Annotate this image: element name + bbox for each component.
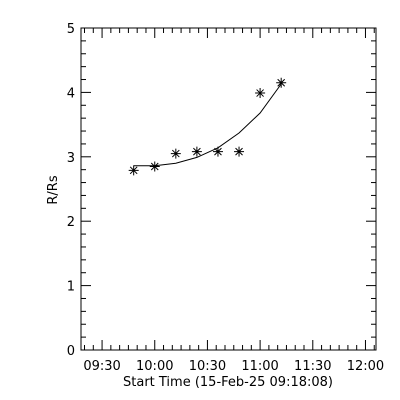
data-point-marker — [170, 148, 181, 159]
fit-curve — [133, 83, 282, 167]
data-point-marker — [128, 165, 139, 176]
y-tick-label: 1 — [67, 280, 75, 295]
x-tick-label: 09:30 — [83, 359, 120, 374]
x-axis-title: Start Time (15-Feb-25 09:18:08) — [123, 375, 333, 390]
y-tick-label: 5 — [67, 22, 75, 37]
data-point-marker — [276, 77, 287, 88]
x-tick-label: 12:00 — [347, 359, 384, 374]
x-tick-label: 11:00 — [241, 359, 278, 374]
plot-area-frame — [80, 27, 377, 351]
y-tick-label: 0 — [67, 344, 75, 359]
data-point-marker — [149, 161, 160, 172]
data-point-marker — [255, 88, 266, 99]
axis-ticks — [81, 27, 376, 351]
x-tick-label: 10:00 — [136, 359, 173, 374]
data-point-marker — [191, 146, 202, 157]
axis-tick-labels: 09:30 10:00 10:30 11:00 11:30 12:00 0 1 2 3 4 5 — [67, 22, 384, 374]
x-tick-label: 11:30 — [294, 359, 331, 374]
x-tick-label: 10:30 — [189, 359, 226, 374]
data-point-marker — [212, 146, 223, 157]
y-tick-label: 2 — [67, 215, 75, 230]
data-markers — [128, 77, 287, 176]
y-tick-label: 3 — [67, 151, 75, 166]
data-point-marker — [234, 146, 245, 157]
y-tick-label: 4 — [67, 86, 75, 101]
y-axis-title: R/Rs — [46, 175, 61, 204]
